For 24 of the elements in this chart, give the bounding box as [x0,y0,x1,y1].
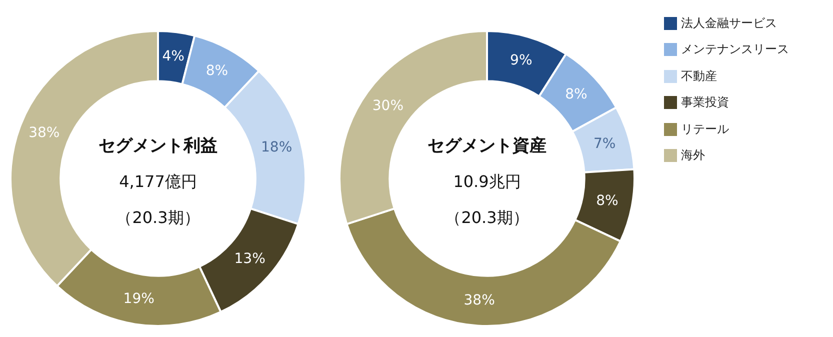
text: 10.9兆円 [453,172,521,191]
legend-label: メンテナンスリース [681,41,789,58]
legend-label: 法人金融サービス [681,14,777,32]
text: （20.3期） [115,207,201,229]
data-label: 38% [28,125,60,142]
data-label: 38% [464,292,495,308]
text: セグメント利益 [98,136,218,156]
legend-label: 事業投資 [681,94,729,111]
data-label: 8% [565,86,588,102]
data-label: 8% [206,62,228,79]
legend-label: 不動産 [681,68,717,84]
text: 4,177億円 [118,171,198,193]
data-label: 9% [510,52,532,69]
data-label: 18% [261,140,292,156]
data-label: 19% [123,291,154,308]
legend-label: 海外 [681,147,705,164]
data-label: 7% [593,136,616,152]
data-label: 30% [372,98,404,114]
data-label: 13% [234,251,266,268]
data-label: 8% [596,193,618,210]
data-label: 4% [162,48,184,65]
text: （20.3期） [445,208,529,227]
text: セグメント資産 [428,136,546,156]
legend-label: リテール [681,120,729,138]
